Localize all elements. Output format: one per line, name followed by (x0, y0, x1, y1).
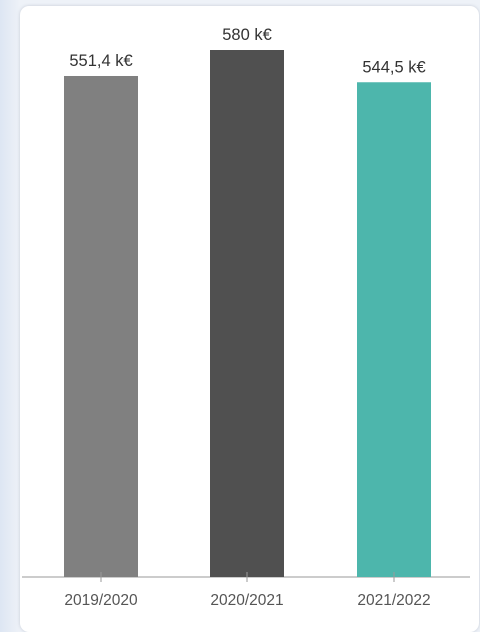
x-tick-label: 2019/2020 (64, 592, 138, 609)
x-tick-label: 2021/2022 (357, 592, 430, 609)
bar-2020-2021 (210, 50, 284, 577)
bar-2019-2020 (64, 75, 138, 578)
data-label: 551,4 k€ (69, 52, 132, 70)
data-label: 544,5 k€ (362, 58, 425, 76)
data-label: 580 k€ (222, 26, 272, 44)
bar-2021-2022 (357, 82, 431, 577)
x-tick-label: 2020/2021 (210, 592, 283, 609)
